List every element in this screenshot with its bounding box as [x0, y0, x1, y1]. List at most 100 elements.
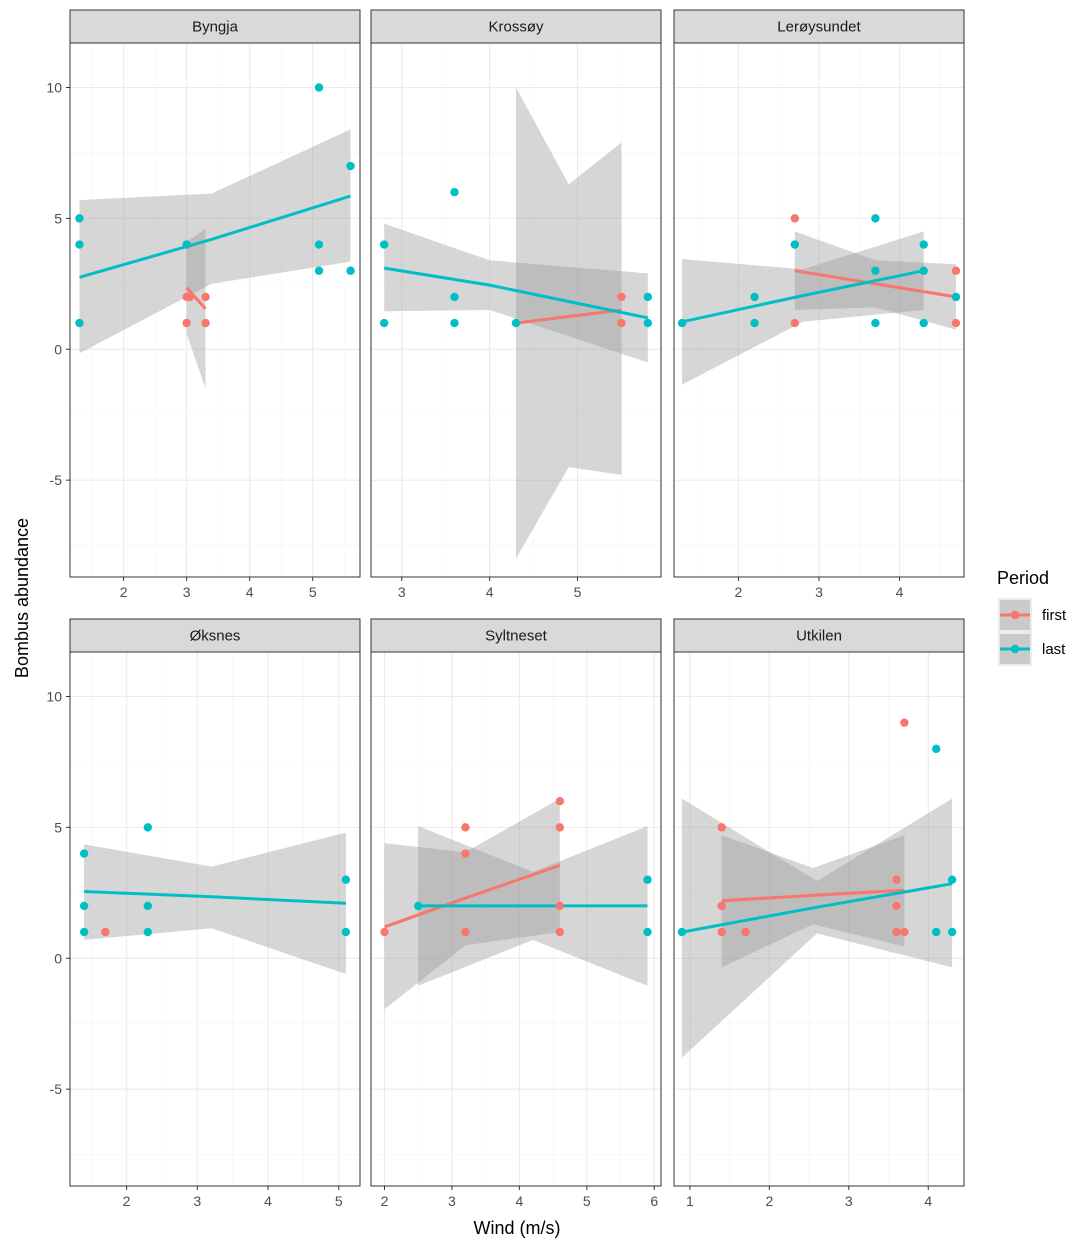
fit-line-last: [681, 269, 925, 324]
confidence-ribbon-last: [384, 223, 648, 363]
data-point-last: [346, 161, 355, 171]
legend: Period first last: [997, 568, 1067, 666]
data-point-first: [201, 318, 210, 328]
data-point-first: [555, 823, 565, 832]
data-point-last: [75, 214, 84, 223]
confidence-ribbon-first: [516, 87, 622, 559]
fit-line-first: [794, 269, 957, 299]
panel-syltneset: Syltneset 2 3 4 5 6: [370, 618, 662, 1209]
x-tick-label: 2: [123, 1193, 131, 1209]
facet-title: Lerøysundet: [777, 19, 861, 36]
data-point-first: [717, 823, 726, 832]
data-point-first: [900, 718, 909, 727]
x-axis-title: Wind (m/s): [474, 1218, 561, 1238]
x-tick-label: 5: [574, 584, 582, 600]
data-point-first: [617, 292, 626, 302]
x-tick-label: 5: [583, 1193, 591, 1209]
fit-line-first: [185, 286, 207, 310]
x-tick-label: 4: [486, 584, 494, 600]
data-point-last: [414, 901, 423, 911]
data-point-first: [951, 266, 961, 275]
data-point-last: [314, 266, 324, 275]
data-point-last: [379, 240, 389, 249]
data-point-last: [643, 318, 653, 328]
data-point-first: [617, 318, 626, 328]
data-point-first: [741, 927, 750, 937]
panel-background: [70, 652, 360, 1186]
panel-data: [75, 83, 355, 389]
y-tick-label: 10: [46, 689, 62, 705]
data-point-first: [461, 927, 470, 937]
y-tick-label: 0: [54, 341, 62, 357]
y-axis-title: Bombus abundance: [12, 518, 32, 678]
panel-data: [79, 823, 351, 974]
confidence-ribbon-last: [84, 832, 346, 974]
data-point-first: [182, 318, 191, 328]
legend-key-point: [1010, 644, 1020, 654]
data-point-last: [314, 240, 324, 249]
data-point-last: [643, 875, 652, 884]
legend-key-point: [1010, 610, 1020, 620]
data-point-last: [750, 318, 759, 328]
data-point-last: [341, 875, 351, 884]
data-point-last: [341, 927, 351, 937]
data-point-last: [346, 266, 355, 275]
facet-strip: [673, 9, 965, 44]
x-tick-label: 4: [896, 584, 904, 600]
fit-line-first: [515, 308, 622, 325]
facet-strip: [69, 618, 361, 653]
y-tick-label: 5: [54, 819, 62, 835]
data-point-last: [750, 292, 759, 302]
data-point-first: [892, 901, 901, 911]
data-point-last: [947, 875, 957, 884]
y-tick-label: -5: [50, 1081, 63, 1097]
data-point-last: [79, 849, 89, 858]
data-point-first: [555, 797, 565, 806]
panel-data: [379, 87, 653, 559]
facet-strip: [69, 9, 361, 44]
confidence-ribbon-last: [682, 231, 924, 385]
facet-title: Krossøy: [488, 19, 544, 36]
fit-line-last: [84, 890, 346, 905]
data-point-last: [143, 823, 153, 832]
confidence-ribbon-last: [79, 129, 351, 354]
facet-title: Utkilen: [796, 628, 842, 645]
legend-label-last: last: [1042, 641, 1066, 658]
panel-byngja: Byngja 2 3 4 5 -5 0 5 10: [46, 9, 361, 600]
x-tick-label: 4: [515, 1193, 523, 1209]
fit-line-first: [721, 888, 905, 903]
data-point-first: [900, 927, 909, 937]
x-tick-label: 5: [309, 584, 317, 600]
data-point-last: [79, 901, 89, 911]
facet-strip: [370, 9, 662, 44]
data-point-first: [380, 927, 389, 937]
data-point-last: [182, 240, 191, 249]
panel-leroysundet: Lerøysundet 2 3 4: [673, 9, 965, 600]
panel-background: [674, 652, 964, 1186]
x-tick-label: 3: [193, 1193, 201, 1209]
data-point-last: [919, 240, 928, 249]
data-point-last: [919, 266, 928, 275]
panel-krossoy: Krossøy 3 4 5: [370, 9, 662, 600]
confidence-ribbon-first: [186, 228, 206, 389]
confidence-ribbon-first: [384, 798, 560, 1010]
facet-title: Øksnes: [190, 628, 241, 645]
x-tick-label: 2: [765, 1193, 773, 1209]
panel-data: [677, 214, 961, 385]
data-point-last: [450, 318, 459, 328]
data-point-first: [717, 927, 726, 937]
x-tick-label: 4: [246, 584, 254, 600]
fit-line-last: [383, 266, 649, 320]
data-point-last: [643, 927, 652, 937]
data-point-last: [871, 266, 880, 275]
x-tick-label: 2: [120, 584, 128, 600]
data-point-first: [892, 875, 901, 884]
data-point-last: [677, 927, 687, 937]
data-point-first: [790, 318, 800, 328]
data-point-first: [790, 214, 800, 223]
facet-strip: [673, 618, 965, 653]
data-point-first: [201, 292, 210, 302]
facet-title: Byngja: [192, 19, 239, 36]
data-point-last: [947, 927, 957, 937]
